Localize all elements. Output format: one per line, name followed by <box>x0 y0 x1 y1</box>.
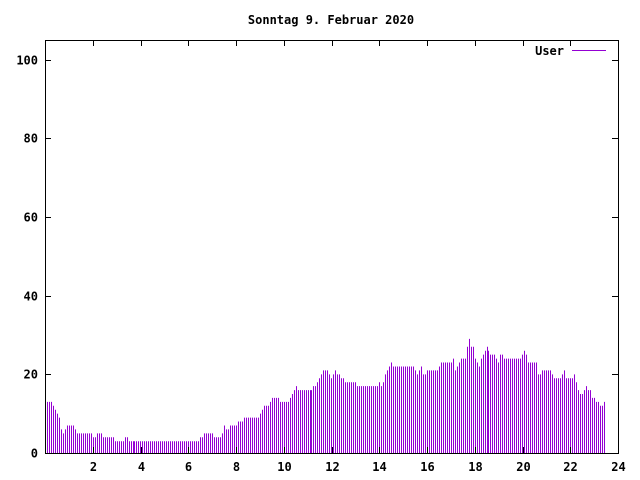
bars-group <box>45 338 605 453</box>
x-tick-label: 14 <box>372 460 386 474</box>
x-tick-label: 6 <box>185 460 192 474</box>
x-tick-label: 18 <box>468 460 482 474</box>
y-tick-label: 100 <box>16 54 38 68</box>
x-tick-label: 16 <box>420 460 434 474</box>
x-tick-label: 10 <box>277 460 291 474</box>
y-tick-label: 20 <box>24 368 38 382</box>
x-tick-label: 20 <box>516 460 530 474</box>
x-tick-label: 24 <box>611 460 625 474</box>
x-tick-label: 22 <box>563 460 577 474</box>
legend-label: User <box>535 44 564 58</box>
legend: User <box>535 44 606 58</box>
chart-title: Sonntag 9. Februar 2020 <box>248 13 414 27</box>
y-tick-label: 40 <box>24 290 38 304</box>
x-tick-label: 12 <box>325 460 339 474</box>
y-tick-label: 60 <box>24 211 38 225</box>
x-tick-label: 4 <box>138 460 145 474</box>
y-tick-label: 0 <box>31 447 38 461</box>
x-tick-label: 2 <box>90 460 97 474</box>
x-tick-label: 8 <box>233 460 240 474</box>
y-tick-label: 80 <box>24 132 38 146</box>
